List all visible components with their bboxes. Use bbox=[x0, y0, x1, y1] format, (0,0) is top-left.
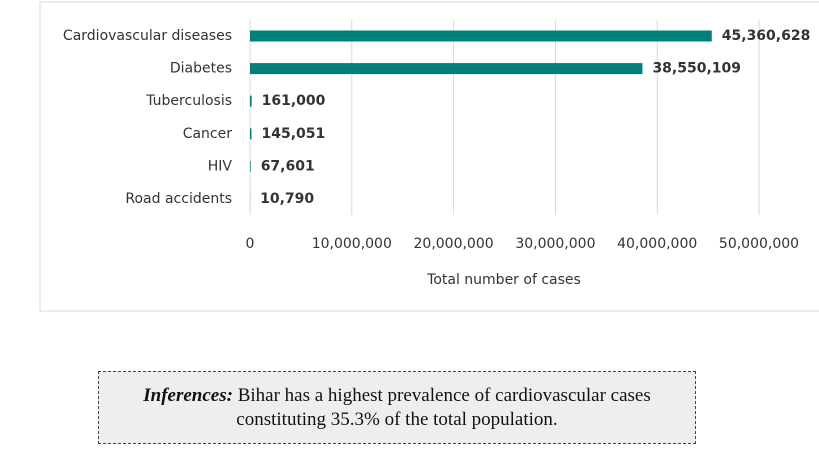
x-axis-title: Total number of cases bbox=[426, 272, 581, 288]
y-tick-label: Cancer bbox=[183, 126, 233, 142]
chart: Total number of cases 0 10,000,000 20,000,… bbox=[39, 1, 819, 312]
y-tick-label: Road accidents bbox=[125, 191, 232, 207]
note-line: Bihar has a highest prevalence of cardio… bbox=[237, 385, 651, 406]
bar bbox=[250, 160, 251, 172]
y-tick-label: Diabetes bbox=[170, 61, 232, 77]
y-tick-label: Tuberculosis bbox=[145, 93, 232, 109]
data-label: 10,790 bbox=[260, 191, 314, 207]
inference-box: Inferences: Bihar has a highest prevalen… bbox=[98, 371, 696, 444]
x-tick-label: 0 bbox=[246, 236, 255, 252]
x-tick-label: 40,000,000 bbox=[617, 236, 697, 252]
data-label: 145,051 bbox=[261, 126, 325, 142]
data-label: 45,360,628 bbox=[722, 28, 811, 44]
note-label: Inferences: bbox=[143, 385, 233, 406]
data-label: 161,000 bbox=[262, 93, 326, 109]
chart-frame bbox=[39, 1, 819, 312]
data-label: 67,601 bbox=[261, 158, 315, 174]
note-line: constituting 35.3% of the total populati… bbox=[236, 409, 558, 430]
y-tick-label: Cardiovascular diseases bbox=[63, 28, 232, 44]
bar bbox=[250, 63, 643, 75]
y-tick-label: HIV bbox=[208, 158, 233, 174]
data-label: 38,550,109 bbox=[652, 61, 741, 77]
bar bbox=[250, 95, 252, 107]
x-tick-label: 30,000,000 bbox=[515, 236, 595, 252]
x-tick-label: 50,000,000 bbox=[719, 236, 799, 252]
x-tick-label: 10,000,000 bbox=[312, 236, 392, 252]
bar bbox=[250, 128, 252, 140]
x-tick-label: 20,000,000 bbox=[414, 236, 494, 252]
bar bbox=[250, 30, 712, 42]
